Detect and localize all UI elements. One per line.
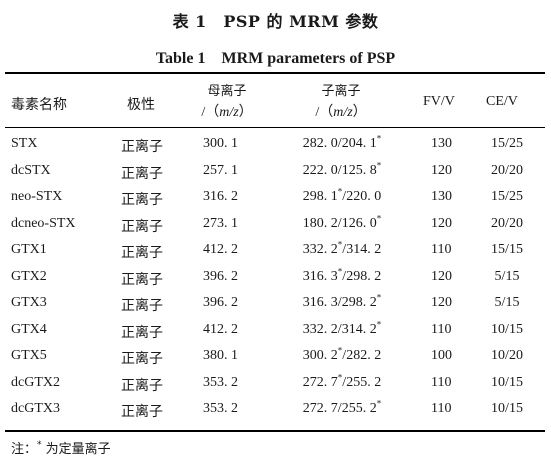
- cell-fv: 120: [431, 162, 452, 178]
- header-parent-ion: 母离子 /（m/z）: [192, 80, 262, 121]
- header-toxin: 毒素名称: [11, 97, 67, 113]
- quant-ion-marker: *: [376, 398, 382, 409]
- quant-ion-marker: *: [376, 292, 382, 303]
- cell-toxin-name: STX: [11, 136, 38, 151]
- cell-fv: 100: [431, 348, 452, 363]
- quant-ion-marker: *: [337, 265, 343, 276]
- cell-polarity: 正离子: [121, 271, 163, 288]
- quant-ion-marker: *: [376, 212, 382, 223]
- quant-ion-marker: *: [337, 345, 343, 356]
- header-polarity: 极性: [127, 97, 155, 113]
- table-top-rule: [5, 72, 545, 74]
- cell-toxin-name: GTX4: [11, 321, 47, 337]
- cell-toxin-name: GTX2: [11, 268, 47, 284]
- cell-polarity: 正离子: [121, 351, 163, 367]
- cell-toxin-name: GTX3: [11, 295, 47, 310]
- table-caption-cn: 表 1 PSP 的 MRM 参数: [172, 12, 379, 31]
- cell-polarity: 正离子: [121, 192, 163, 208]
- cell-parent-ion: 353. 2: [203, 374, 238, 390]
- cell-polarity: 正离子: [121, 165, 163, 182]
- cell-polarity: 正离子: [121, 404, 163, 420]
- quant-ion-marker: *: [376, 318, 382, 329]
- cell-parent-ion: 396. 2: [203, 295, 238, 310]
- cell-toxin-name: GTX1: [11, 242, 47, 257]
- cell-parent-ion: 316. 2: [203, 189, 238, 204]
- quant-ion-marker: *: [376, 133, 382, 144]
- header-ce: CE/V: [486, 94, 518, 109]
- table-caption-en: Table 1 MRM parameters of PSP: [155, 50, 396, 67]
- cell-parent-ion: 412. 2: [203, 321, 238, 337]
- cell-parent-ion: 300. 1: [203, 136, 238, 151]
- header-product-line1: 子离子: [321, 84, 361, 99]
- table-bottom-rule: [5, 430, 545, 432]
- header-parent-line1: 母离子: [207, 84, 247, 99]
- table-footnote: 注：* 为定量离子: [11, 440, 111, 457]
- cell-polarity: 正离子: [121, 245, 163, 261]
- cell-parent-ion: 273. 1: [203, 215, 238, 231]
- cell-toxin-name: neo-STX: [11, 189, 63, 204]
- cell-parent-ion: 412. 2: [203, 242, 238, 257]
- cell-toxin-name: dcGTX2: [11, 374, 60, 390]
- cell-fv: 110: [431, 374, 452, 390]
- header-product-ion: 子离子 /（m/z）: [301, 80, 381, 121]
- cell-fv: 120: [431, 268, 452, 284]
- cell-parent-ion: 353. 2: [203, 401, 238, 416]
- cell-polarity: 正离子: [121, 324, 163, 341]
- cell-toxin-name: dcneo-STX: [11, 215, 76, 231]
- quant-ion-marker: *: [376, 159, 382, 170]
- cell-polarity: 正离子: [121, 218, 163, 235]
- cell-polarity: 正离子: [121, 298, 163, 314]
- cell-fv: 120: [431, 295, 452, 310]
- cell-parent-ion: 257. 1: [203, 162, 238, 178]
- cell-fv: 130: [431, 136, 452, 151]
- table-header-rule: [5, 127, 545, 128]
- header-parent-line2: /（m/z）: [201, 105, 253, 120]
- quant-ion-marker: *: [337, 239, 343, 250]
- cell-fv: 110: [431, 242, 452, 257]
- cell-fv: 110: [431, 321, 452, 337]
- header-product-line2: /（m/z）: [315, 105, 367, 120]
- cell-toxin-name: GTX5: [11, 348, 47, 363]
- cell-fv: 130: [431, 189, 452, 204]
- cell-polarity: 正离子: [121, 377, 163, 394]
- cell-fv: 120: [431, 215, 452, 231]
- cell-parent-ion: 380. 1: [203, 348, 238, 363]
- cell-toxin-name: dcGTX3: [11, 401, 60, 416]
- quant-ion-marker: *: [337, 186, 343, 197]
- cell-toxin-name: dcSTX: [11, 162, 51, 178]
- header-fv: FV/V: [423, 94, 455, 109]
- cell-polarity: 正离子: [121, 139, 163, 155]
- quant-ion-marker: *: [337, 371, 343, 382]
- cell-fv: 110: [431, 401, 452, 416]
- cell-parent-ion: 396. 2: [203, 268, 238, 284]
